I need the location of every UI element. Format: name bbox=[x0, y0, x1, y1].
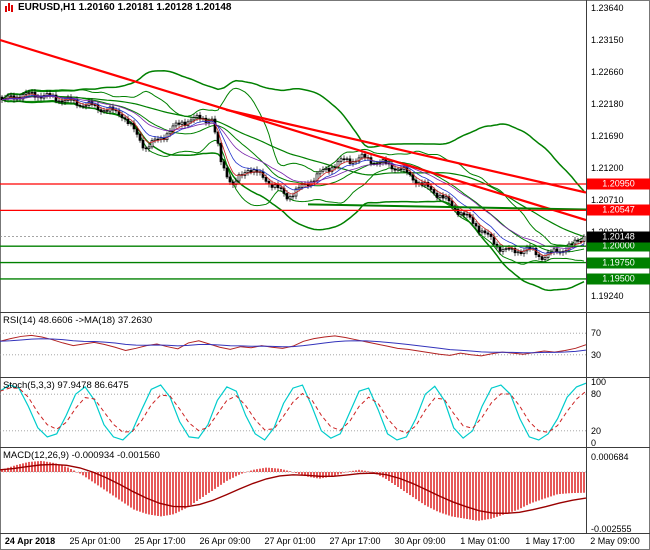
price-tick-label: 1.21690 bbox=[591, 130, 624, 141]
rsi-level-label: 30 bbox=[591, 349, 602, 360]
macd-level-label: 0.000684 bbox=[591, 451, 629, 462]
price-tick-label: 1.22660 bbox=[591, 67, 624, 78]
price-axis[interactable]: 1.23640 1.23150 1.22660 1.22180 1.21690 1.212… bbox=[587, 0, 650, 534]
chart-title-text: EURUSD,H1 1.20160 1.20181 1.20128 1.2014… bbox=[18, 2, 232, 13]
time-label: 27 Apr 17:00 bbox=[329, 536, 381, 546]
stoch-level-label: 80 bbox=[591, 389, 602, 400]
price-level-badge: 1.20950 bbox=[587, 178, 650, 190]
price-level-badge: 1.20000 bbox=[587, 240, 650, 252]
stoch-level-label: 20 bbox=[591, 425, 602, 436]
chart-canvas[interactable] bbox=[0, 0, 650, 534]
price-tick-label: 1.22180 bbox=[591, 98, 624, 109]
macd-level-label: -0.002555 bbox=[591, 523, 632, 534]
axis-separator bbox=[586, 0, 587, 533]
stoch-label: Stoch(5,3,3) 97.9478 86.6475 bbox=[3, 380, 129, 391]
time-label: 1 May 01:00 bbox=[460, 536, 510, 546]
chart-title: EURUSD,H1 1.20160 1.20181 1.20128 1.2014… bbox=[4, 2, 232, 13]
stoch-level-label: 100 bbox=[591, 377, 607, 387]
price-level-badge: 1.19750 bbox=[587, 257, 650, 269]
time-label: 25 Apr 17:00 bbox=[134, 536, 186, 546]
price-tick-label: 1.19240 bbox=[591, 290, 624, 301]
current-price-badge: 1.20148 bbox=[587, 231, 650, 243]
time-label: 1 May 17:00 bbox=[525, 536, 575, 546]
panel-separator bbox=[0, 377, 650, 378]
macd-label: MACD(12,26,9) -0.000934 -0.001560 bbox=[3, 450, 160, 461]
price-tick-label: 1.20710 bbox=[591, 194, 624, 205]
time-label: 30 Apr 09:00 bbox=[394, 536, 446, 546]
time-label: 26 Apr 09:00 bbox=[199, 536, 251, 546]
stoch-level-label: 0 bbox=[591, 438, 597, 448]
time-label: 27 Apr 01:00 bbox=[264, 536, 316, 546]
price-level-badge: 1.20547 bbox=[587, 204, 650, 216]
price-tick-label: 1.23150 bbox=[591, 35, 624, 46]
rsi-level-label: 70 bbox=[591, 328, 602, 339]
price-tick-label: 1.23640 bbox=[591, 2, 624, 13]
rsi-label: RSI(14) 48.6606 ->MA(18) 37.2630 bbox=[3, 315, 153, 326]
time-label: 2 May 09:00 bbox=[590, 536, 640, 546]
time-label: 25 Apr 01:00 bbox=[69, 536, 121, 546]
time-label: 24 Apr 2018 bbox=[4, 536, 56, 546]
panel-separator bbox=[0, 312, 650, 313]
chart-icon bbox=[4, 2, 14, 13]
time-axis[interactable]: 24 Apr 2018 25 Apr 01:00 25 Apr 17:00 26 Ap… bbox=[0, 534, 650, 550]
panel-separator bbox=[0, 447, 650, 448]
panel-separator bbox=[0, 533, 650, 534]
price-level-badge: 1.19500 bbox=[587, 273, 650, 285]
price-tick-label: 1.21200 bbox=[591, 162, 624, 173]
